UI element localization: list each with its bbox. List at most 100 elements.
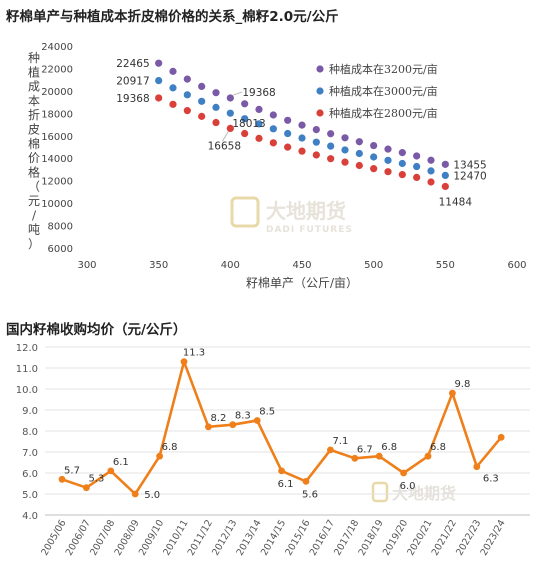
y-tick-label: 20000 <box>41 87 73 98</box>
line-point <box>58 475 66 483</box>
scatter-point <box>198 97 206 105</box>
scatter-point <box>255 134 263 142</box>
legend-label: 种植成本在2800元/亩 <box>329 106 438 120</box>
scatter-point <box>413 162 421 171</box>
data-label: 19368 <box>116 93 149 105</box>
scatter-point <box>398 171 406 179</box>
scatter-point <box>241 100 249 108</box>
data-label: 7.1 <box>332 436 348 447</box>
scatter-point <box>284 116 292 124</box>
line-point <box>278 467 285 475</box>
data-label: 19368 <box>242 87 275 99</box>
data-label: 8.2 <box>210 413 226 424</box>
y-tick-label: 10000 <box>41 199 73 210</box>
scatter-point <box>327 155 335 163</box>
scatter-point <box>212 118 220 127</box>
scatter-point <box>355 138 363 146</box>
scatter-point <box>341 158 349 166</box>
scatter-point <box>370 153 378 161</box>
scatter-point <box>398 159 406 168</box>
chart2-title: 国内籽棉收购均价（元/公斤） <box>6 322 187 338</box>
legend-label: 种植成本在3200元/亩 <box>329 62 438 76</box>
scatter-point <box>255 120 263 128</box>
scatter-point <box>226 109 234 117</box>
scatter-point <box>398 149 406 157</box>
scatter-point <box>226 124 234 132</box>
x-tick-label: 600 <box>507 260 526 271</box>
data-label: 20917 <box>116 76 149 88</box>
scatter-point <box>269 111 277 119</box>
scatter-point <box>155 59 163 67</box>
scatter-point <box>384 168 392 176</box>
x-tick-label: 400 <box>221 260 240 271</box>
y-tick-label: 11.0 <box>16 364 38 375</box>
x-tick-label: 500 <box>364 260 383 271</box>
data-label: 18013 <box>232 118 265 130</box>
scatter-point <box>269 139 277 147</box>
watermark-subtext: DADI FUTURES <box>266 225 353 235</box>
y-axis-label: 种植成本折皮棉价格（元/吨） <box>28 51 40 251</box>
line-point <box>497 433 505 441</box>
scatter-point <box>269 125 277 133</box>
scatter-point <box>284 143 292 151</box>
scatter-point <box>226 94 234 102</box>
y-tick-label: 12000 <box>41 177 73 188</box>
y-tick-label: 7.0 <box>22 448 38 459</box>
data-label: 6.8 <box>430 442 446 453</box>
line-point <box>253 417 261 424</box>
scatter-point <box>198 82 206 90</box>
data-label: 13455 <box>453 159 486 171</box>
data-label: 6.7 <box>357 444 373 455</box>
y-tick-label: 14000 <box>41 154 73 165</box>
y-tick-label: 18000 <box>41 109 73 120</box>
y-tick-label: 6000 <box>48 244 73 255</box>
data-label: 5.3 <box>88 474 104 485</box>
y-tick-label: 22000 <box>41 64 73 75</box>
line-point <box>302 478 310 485</box>
scatter-point <box>312 138 320 146</box>
data-label: 12470 <box>453 170 486 182</box>
scatter-point <box>155 76 163 85</box>
data-label: 5.0 <box>144 490 160 501</box>
scatter-point <box>298 121 306 129</box>
legend-marker <box>316 109 324 117</box>
scatter-point <box>441 182 449 191</box>
line-point <box>375 452 383 460</box>
data-label: 6.3 <box>483 474 499 485</box>
scatter-point <box>284 129 292 138</box>
x-axis-label: 籽棉单产（公斤/亩） <box>246 275 358 290</box>
chart1-title: 籽棉单产与种植成本折皮棉价格的关系_棉籽2.0元/公斤 <box>6 9 339 25</box>
scatter-point <box>183 75 191 83</box>
data-label: 8.3 <box>235 411 251 422</box>
line-point <box>449 389 456 397</box>
line-point <box>180 358 188 366</box>
legend-label: 种植成本在3000元/亩 <box>329 84 438 98</box>
x-tick-label: 550 <box>436 260 455 271</box>
scatter-point <box>355 149 363 158</box>
y-tick-label: 9.0 <box>22 406 38 417</box>
data-label: 6.1 <box>278 479 294 490</box>
line-point <box>327 446 334 454</box>
scatter-point <box>327 130 335 138</box>
line-point <box>473 463 481 471</box>
x-tick-label: 450 <box>292 260 311 271</box>
watermark-logo-icon <box>230 196 260 228</box>
scatter-point <box>298 134 306 142</box>
y-tick-label: 8.0 <box>22 427 38 438</box>
line-point <box>156 452 164 460</box>
scatter-point <box>169 67 177 75</box>
data-label: 16658 <box>208 140 241 152</box>
x-tick-label: 300 <box>77 260 96 271</box>
scatter-point <box>198 112 206 120</box>
line-point <box>400 469 407 477</box>
scatter-point <box>241 115 249 123</box>
y-tick-label: 12.0 <box>16 343 38 354</box>
y-tick-label: 8000 <box>48 222 73 233</box>
scatter-point <box>183 91 191 99</box>
legend-marker <box>316 87 324 95</box>
y-tick-label: 4.0 <box>22 511 38 522</box>
scatter-point <box>413 173 421 182</box>
data-label: 11.3 <box>183 348 205 359</box>
label-leader-line <box>221 131 229 142</box>
data-label: 6.8 <box>381 442 397 453</box>
